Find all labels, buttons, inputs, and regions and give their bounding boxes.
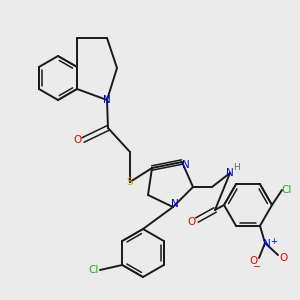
Text: N: N bbox=[171, 199, 179, 209]
Text: N: N bbox=[182, 160, 190, 170]
Text: Cl: Cl bbox=[89, 265, 99, 275]
Text: Cl: Cl bbox=[282, 185, 292, 195]
Text: O: O bbox=[74, 135, 82, 145]
Text: O: O bbox=[188, 217, 196, 227]
Text: +: + bbox=[271, 236, 278, 245]
Text: H: H bbox=[232, 164, 239, 172]
Text: O: O bbox=[279, 253, 287, 263]
Text: N: N bbox=[103, 95, 111, 105]
Text: O: O bbox=[250, 256, 258, 266]
Text: S: S bbox=[127, 177, 133, 187]
Text: N: N bbox=[263, 239, 271, 249]
Text: N: N bbox=[226, 168, 234, 178]
Text: −: − bbox=[253, 262, 261, 272]
